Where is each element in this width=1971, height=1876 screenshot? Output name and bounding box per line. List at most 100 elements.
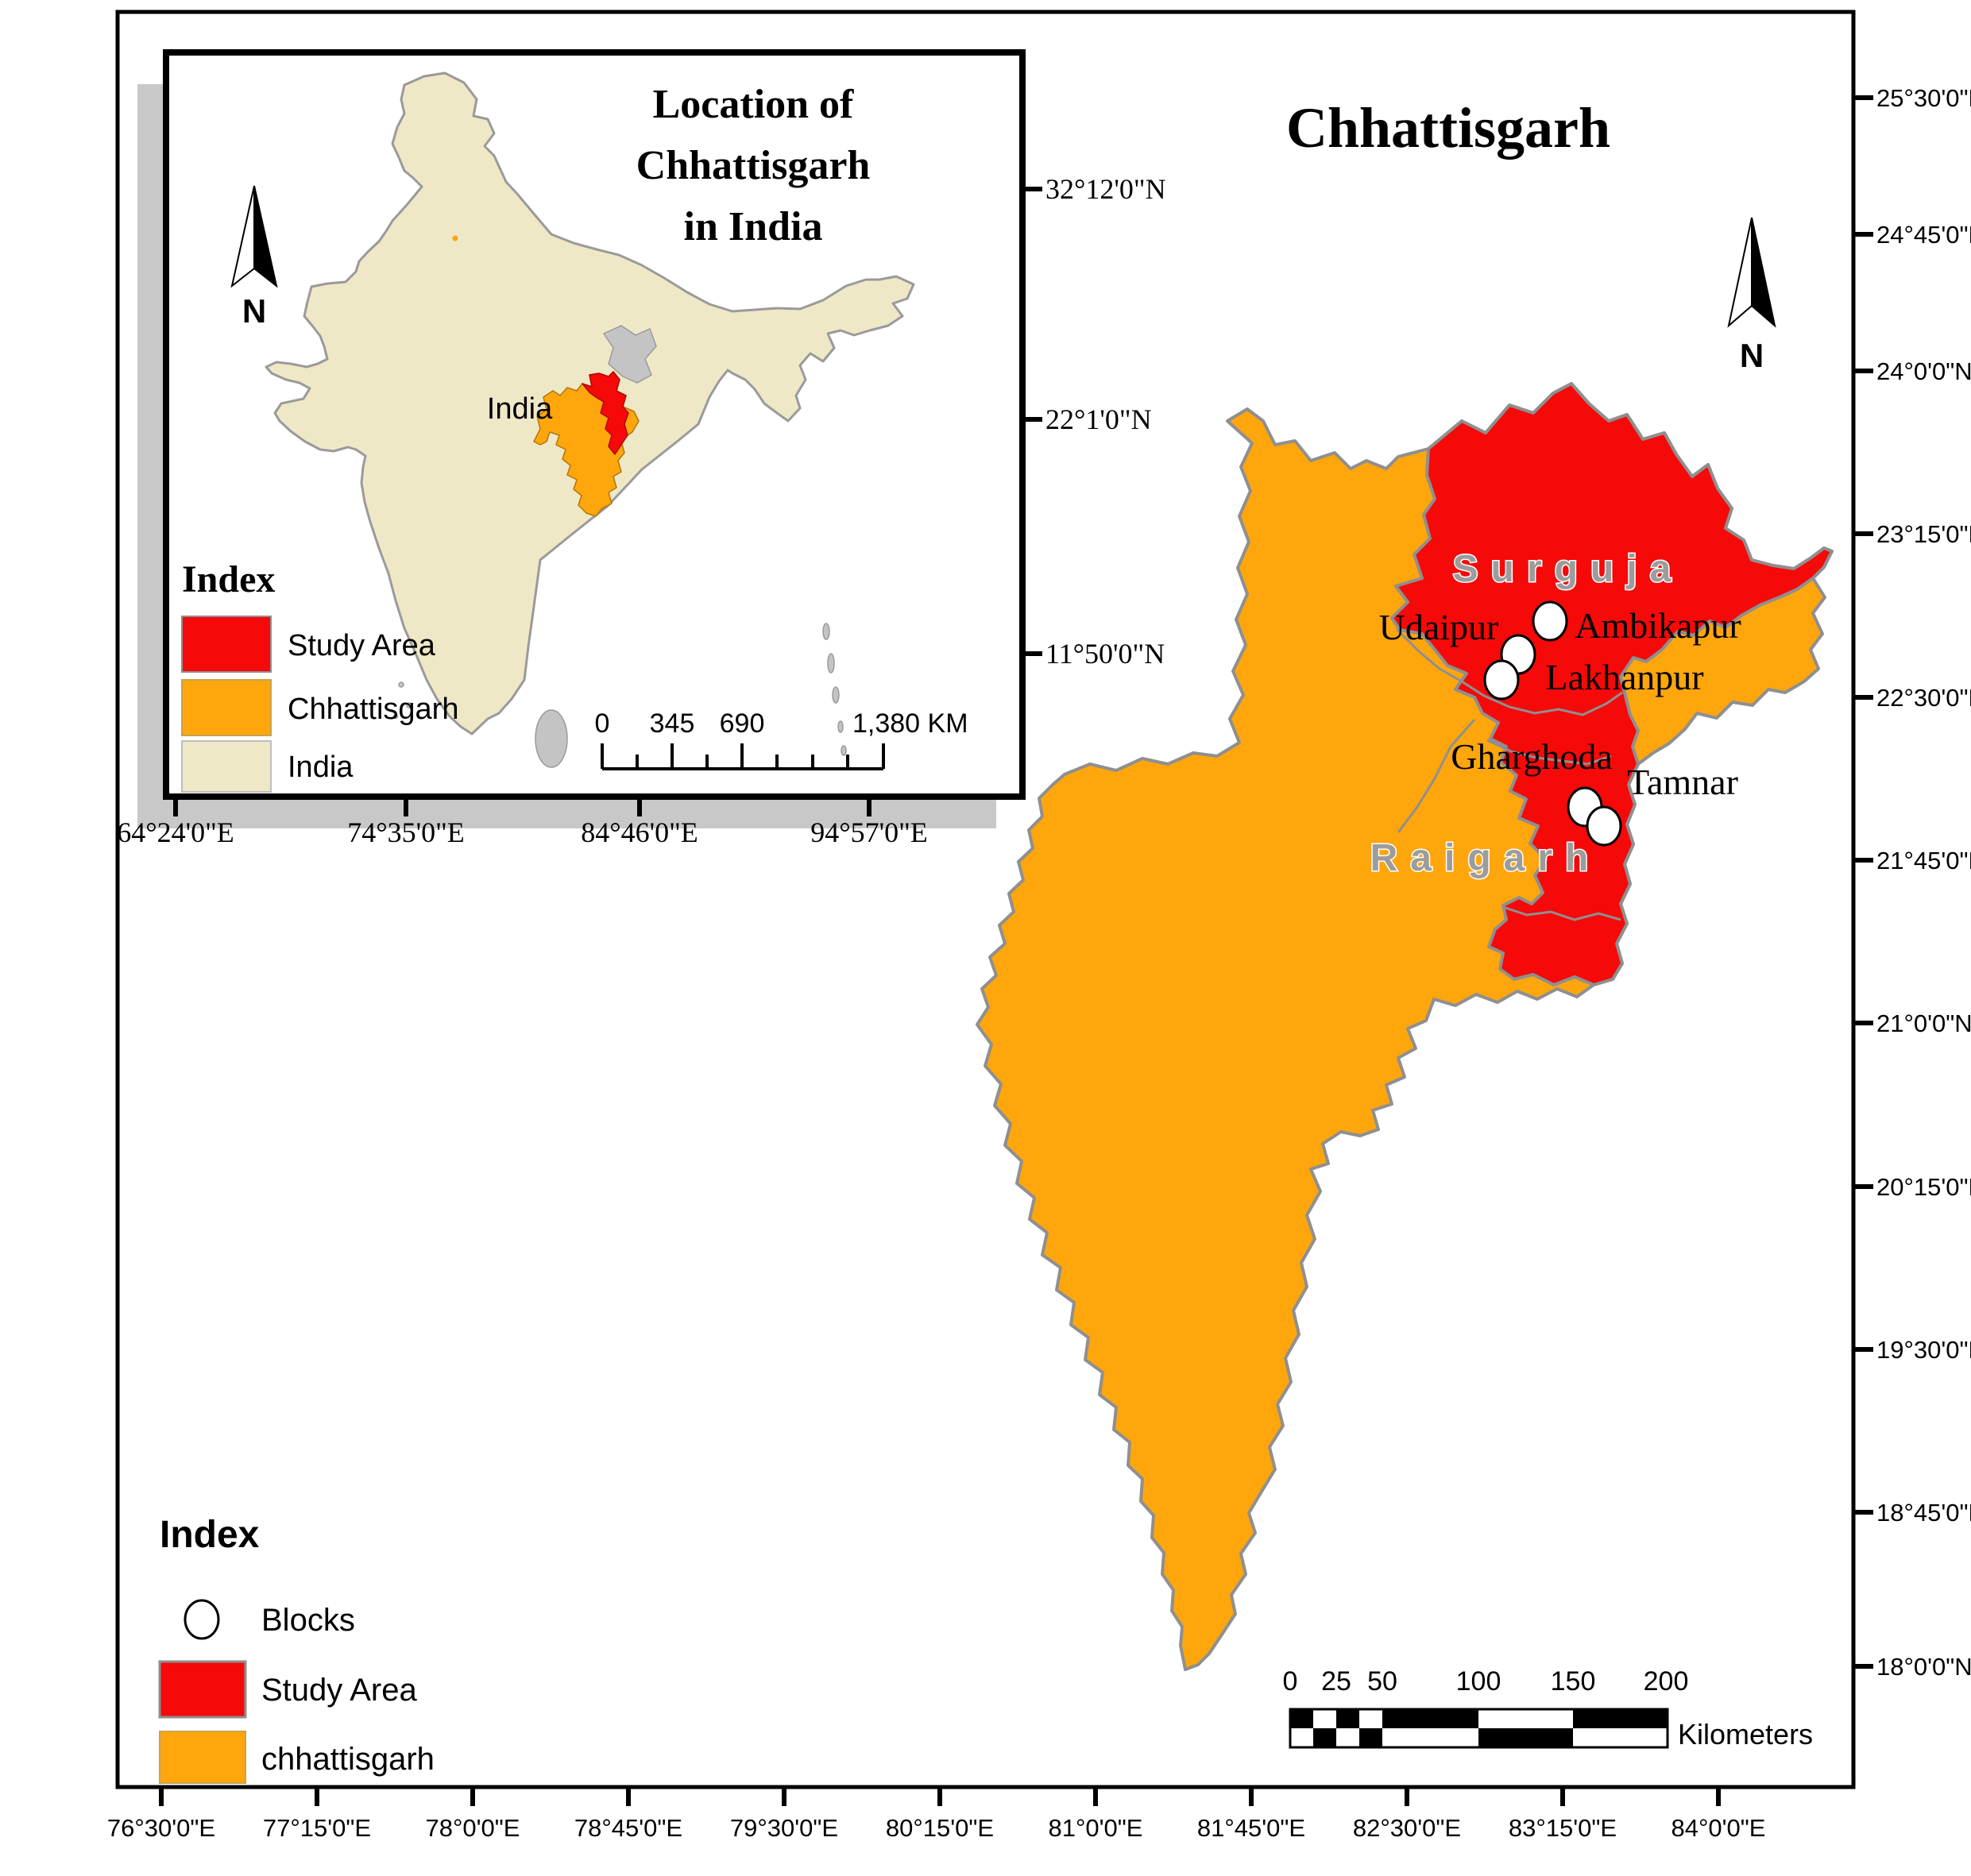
inset-legend-india-swatch [181,740,272,793]
svg-text:690: 690 [720,708,765,739]
svg-text:50: 50 [1367,1666,1397,1697]
legend-study-area-label: Study Area [261,1673,417,1708]
svg-text:25°30'0"N: 25°30'0"N [1876,84,1971,112]
district-boundary-line [1502,905,1621,921]
inset-legend-chhattisgarh-label: Chhattisgarh [288,693,458,726]
inset-legend-title: Index [182,558,275,600]
region-label-surguja: Surguja [1453,548,1684,590]
inset-lat-tick-marks [1021,187,1042,656]
svg-text:0: 0 [595,708,610,739]
main-scalebar-unit: Kilometers [1678,1718,1813,1751]
svg-text:23°15'0"N: 23°15'0"N [1876,520,1971,548]
svg-text:in India: in India [684,204,823,249]
svg-text:Location of: Location of [653,82,854,127]
inset-scalebar-ruler [601,743,885,770]
inset-scalebar: 0 345 690 1,380 KM [595,708,968,770]
place-label-ambikapur: Ambikapur [1575,605,1741,646]
district-boundary-line [1395,627,1623,716]
svg-text:25: 25 [1321,1666,1351,1697]
svg-text:84°0'0"E: 84°0'0"E [1671,1814,1766,1842]
main-lat-tick-labels: 25°30'0"N 24°45'0"N 24°0'0"N 23°15'0"N 2… [1876,84,1971,1681]
svg-text:22°30'0"N: 22°30'0"N [1876,684,1971,712]
svg-text:79°30'0"E: 79°30'0"E [730,1814,838,1842]
svg-text:18°45'0"N: 18°45'0"N [1876,1499,1971,1527]
inset-neighbor-shapes [392,325,847,768]
north-arrow-icon: N [1727,217,1776,374]
place-label-tamnar: Tamnar [1627,762,1738,802]
main-scalebar-segments [1290,1709,1668,1747]
svg-text:83°15'0"E: 83°15'0"E [1509,1814,1617,1842]
inset-india-label: India [487,392,553,426]
svg-text:32°12'0"N: 32°12'0"N [1045,173,1166,205]
district-boundary-line [1397,719,1476,833]
svg-text:82°30'0"E: 82°30'0"E [1353,1814,1461,1842]
place-label-gharghoda: Gharghoda [1451,736,1613,777]
svg-text:77°15'0"E: 77°15'0"E [263,1814,371,1842]
place-label-lakhanpur: Lakhanpur [1545,657,1703,697]
legend-chhattisgarh-label: chhattisgarh [261,1742,435,1777]
svg-text:20°15'0"N: 20°15'0"N [1876,1173,1971,1201]
svg-text:21°0'0"N: 21°0'0"N [1876,1009,1971,1037]
main-scalebar-numbers: 0 25 50 100 150 200 [1283,1666,1689,1697]
svg-text:18°0'0"N: 18°0'0"N [1876,1653,1971,1681]
svg-text:64°24'0"E: 64°24'0"E [117,816,234,848]
svg-text:76°30'0"E: 76°30'0"E [107,1814,215,1842]
svg-text:19°30'0"N: 19°30'0"N [1876,1336,1971,1364]
block-markers [1483,600,1622,847]
main-lon-tick-marks [159,1787,1721,1806]
svg-text:200: 200 [1644,1666,1689,1697]
svg-text:100: 100 [1456,1666,1501,1697]
main-map-title: Chhattisgarh [1286,96,1610,160]
inset-lon-tick-labels: 64°24'0"E 74°35'0"E 84°46'0"E 94°57'0"E [117,816,928,848]
svg-text:0: 0 [1283,1666,1298,1697]
inset-orange-speck [452,235,458,241]
inset-legend-chhattisgarh-swatch [181,679,272,736]
legend-study-area-swatch [158,1660,247,1719]
inset-lat-tick-labels: 32°12'0"N 22°1'0"N 11°50'0"N [1045,173,1166,670]
legend-chhattisgarh-swatch [159,1731,246,1784]
svg-text:24°0'0"N: 24°0'0"N [1876,357,1971,385]
svg-text:22°1'0"N: 22°1'0"N [1045,403,1152,435]
svg-text:21°45'0"N: 21°45'0"N [1876,847,1971,874]
inset-title: Location of Chhattisgarh in India [636,82,871,249]
district-boundary-line [1486,739,1612,766]
svg-text:81°45'0"E: 81°45'0"E [1197,1814,1305,1842]
svg-text:78°45'0"E: 78°45'0"E [574,1814,682,1842]
svg-text:84°46'0"E: 84°46'0"E [581,816,698,848]
svg-text:94°57'0"E: 94°57'0"E [810,816,928,848]
place-label-udaipur: Udaipur [1379,607,1499,647]
inset-legend-india-label: India [288,751,354,784]
inset-legend-study-area-swatch [181,616,272,673]
inset-study-area-mini [582,371,629,455]
svg-text:24°45'0"N: 24°45'0"N [1876,221,1971,249]
north-arrow-label: N [1740,337,1764,374]
block-marker-ambikapur [1532,600,1568,642]
main-lat-tick-marks [1853,95,1873,1669]
inset-north-arrow-label: N [242,292,266,330]
block-marker-tamnar [1586,805,1622,847]
block-marker-lakhanpur [1483,659,1520,701]
inset-india-shape: India [265,71,915,768]
svg-text:Chhattisgarh: Chhattisgarh [636,143,871,188]
svg-text:11°50'0"N: 11°50'0"N [1045,638,1165,670]
legend-blocks-symbol [184,1599,220,1640]
legend-blocks-label: Blocks [261,1603,355,1638]
inset-lon-tick-marks [173,797,871,816]
svg-text:150: 150 [1551,1666,1596,1697]
svg-text:74°35'0"E: 74°35'0"E [347,816,465,848]
region-label-raigarh: Raigarh [1370,837,1602,879]
svg-text:1,380 KM: 1,380 KM [852,708,968,739]
main-scalebar: 0 25 50 100 150 200 Kilometers [1283,1666,1814,1751]
main-legend-title: Index [160,1514,260,1556]
inset-legend-study-area-label: Study Area [288,629,436,662]
inset-north-arrow-icon: N [230,185,278,330]
inset-legend: Index Study Area Chhattisgarh India [181,558,458,793]
svg-text:78°0'0"E: 78°0'0"E [426,1814,520,1842]
svg-text:80°15'0"E: 80°15'0"E [886,1814,994,1842]
study-area-shape [1390,382,1834,986]
main-legend: Index Blocks Study Area chhattisgarh [158,1514,435,1784]
svg-text:345: 345 [650,708,695,739]
svg-text:81°0'0"E: 81°0'0"E [1049,1814,1143,1842]
main-lon-tick-labels: 76°30'0"E 77°15'0"E 78°0'0"E 78°45'0"E 7… [107,1814,1766,1842]
